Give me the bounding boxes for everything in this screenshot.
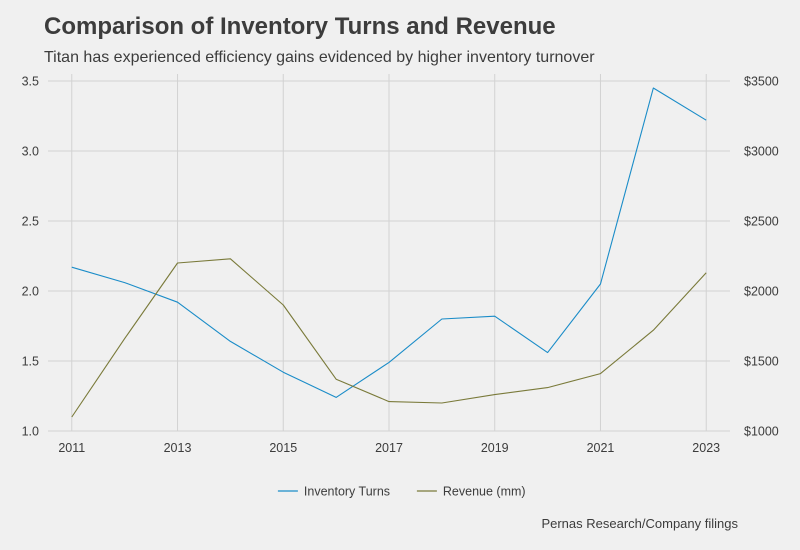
x-tick-label-2: 2015: [269, 441, 297, 455]
left-tick-label-4: 3.0: [22, 145, 39, 159]
chart-subtitle: Titan has experienced efficiency gains e…: [44, 49, 595, 66]
x-axis-ticks: 2011 2013 2015 2017 2019 2021 2023: [58, 441, 720, 455]
x-tick-label-0: 2011: [58, 441, 85, 455]
left-tick-label-1: 1.5: [22, 355, 39, 369]
right-tick-label-2: $2000: [744, 285, 779, 299]
right-tick-label-1: $1500: [744, 355, 779, 369]
x-tick-label-3: 2017: [375, 441, 403, 455]
x-tick-label-5: 2021: [587, 441, 615, 455]
chart-title: Comparison of Inventory Turns and Revenu…: [44, 13, 556, 40]
left-tick-label-2: 2.0: [22, 285, 39, 299]
left-tick-label-5: 3.5: [22, 75, 39, 89]
right-tick-label-3: $2500: [744, 215, 779, 229]
legend-label-revenue-mm: Revenue (mm): [443, 485, 526, 499]
left-tick-label-0: 1.0: [22, 425, 39, 439]
legend: Inventory Turns Revenue (mm): [277, 485, 526, 499]
legend-label-inventory-turns: Inventory Turns: [304, 485, 390, 499]
series-lines: [71, 87, 707, 418]
x-tick-label-1: 2013: [164, 441, 192, 455]
left-tick-label-3: 2.5: [22, 215, 39, 229]
series-line-inventory-turns: [71, 87, 707, 398]
x-tick-label-6: 2023: [692, 441, 720, 455]
grid-lines: [48, 74, 730, 432]
right-tick-label-5: $3500: [744, 75, 779, 89]
right-tick-label-4: $3000: [744, 145, 779, 159]
series-line-revenue-mm: [71, 258, 707, 418]
chart-caption: Pernas Research/Company filings: [541, 516, 738, 531]
right-axis-ticks: $1000 $1500 $2000 $2500 $3000 $3500: [744, 75, 779, 439]
right-tick-label-0: $1000: [744, 425, 779, 439]
left-axis-ticks: 1.0 1.5 2.0 2.5 3.0 3.5: [22, 75, 39, 439]
x-tick-label-4: 2019: [481, 441, 509, 455]
